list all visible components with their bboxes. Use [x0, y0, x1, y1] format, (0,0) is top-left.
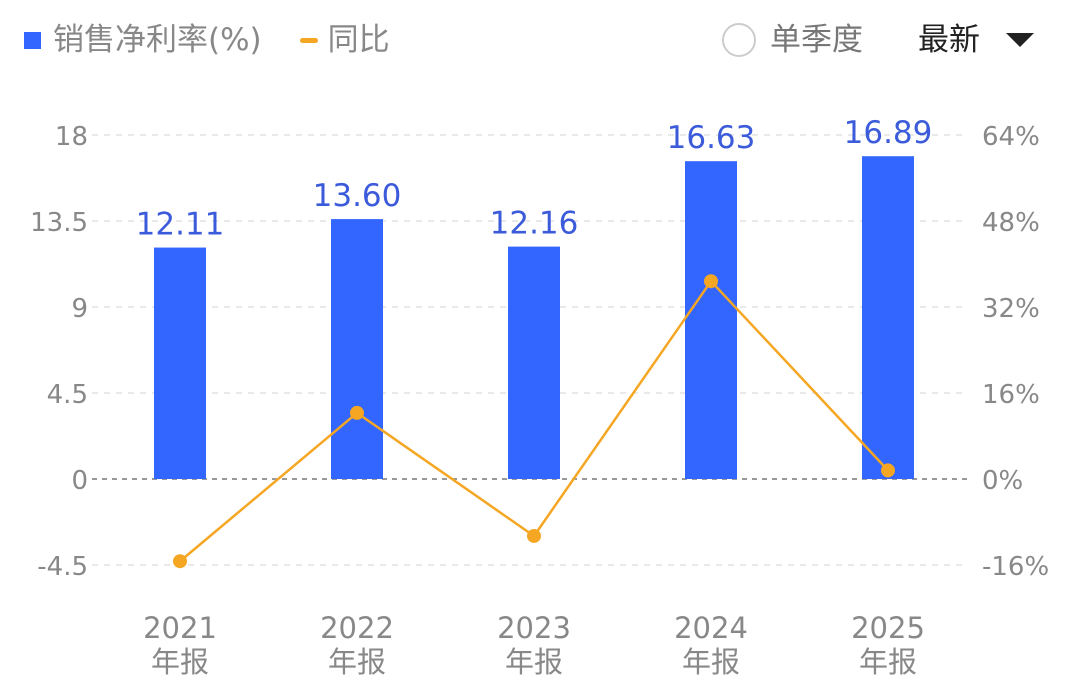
- left-tick-label: 9: [71, 294, 88, 324]
- right-tick-label: 0%: [982, 466, 1023, 496]
- x-tick-label: 2021: [143, 611, 217, 645]
- x-tick-label: 2025: [851, 611, 925, 645]
- bar-data-label: 16.89: [844, 115, 933, 151]
- right-tick-label: 64%: [982, 122, 1040, 152]
- x-tick-label: 2024: [674, 611, 748, 645]
- x-tick-label: 2023: [497, 611, 571, 645]
- yoy-point: [527, 528, 541, 543]
- bar: [331, 219, 383, 480]
- yoy-point: [350, 405, 364, 420]
- x-tick-sublabel: 年报: [328, 645, 386, 679]
- period-label: 最新: [918, 22, 980, 58]
- legend-bar-label: 销售净利率(%): [53, 22, 262, 58]
- bar-data-label: 16.63: [667, 120, 756, 156]
- legend: 销售净利率(%) 同比: [24, 18, 390, 62]
- x-tick-sublabel: 年报: [505, 645, 563, 679]
- yoy-point: [881, 463, 895, 478]
- x-tick-label: 2022: [320, 611, 394, 645]
- legend-bar-swatch: [24, 31, 41, 49]
- legend-line-label: 同比: [327, 22, 390, 58]
- bar: [508, 246, 560, 479]
- radio-circle-icon[interactable]: [722, 23, 756, 57]
- right-tick-label: 16%: [982, 380, 1040, 410]
- x-tick-sublabel: 年报: [151, 645, 209, 679]
- bar-data-label: 12.11: [136, 207, 225, 243]
- yoy-point: [704, 274, 718, 289]
- caret-down-icon: [1006, 33, 1034, 47]
- x-tick-sublabel: 年报: [859, 645, 917, 679]
- left-tick-label: 18: [55, 122, 88, 152]
- right-tick-label: 32%: [982, 294, 1040, 324]
- bar-data-label: 12.16: [490, 206, 579, 242]
- bar: [862, 156, 914, 480]
- yoy-point: [173, 554, 187, 569]
- quarter-label: 单季度: [770, 22, 863, 58]
- bar: [685, 161, 737, 479]
- quarter-radio[interactable]: 单季度: [722, 18, 863, 62]
- left-tick-label: -4.5: [37, 552, 88, 582]
- bar-data-label: 13.60: [313, 178, 402, 214]
- yoy-line: [179, 279, 889, 563]
- bar: [154, 247, 206, 479]
- right-tick-label: -16%: [982, 552, 1049, 582]
- legend-line-swatch: [299, 37, 318, 43]
- left-tick-label: 4.5: [47, 380, 88, 410]
- right-tick-label: 48%: [982, 208, 1040, 238]
- x-tick-sublabel: 年报: [682, 645, 740, 679]
- period-dropdown[interactable]: 最新: [918, 18, 1034, 62]
- left-tick-label: 13.5: [30, 208, 88, 238]
- left-tick-label: 0: [71, 466, 88, 496]
